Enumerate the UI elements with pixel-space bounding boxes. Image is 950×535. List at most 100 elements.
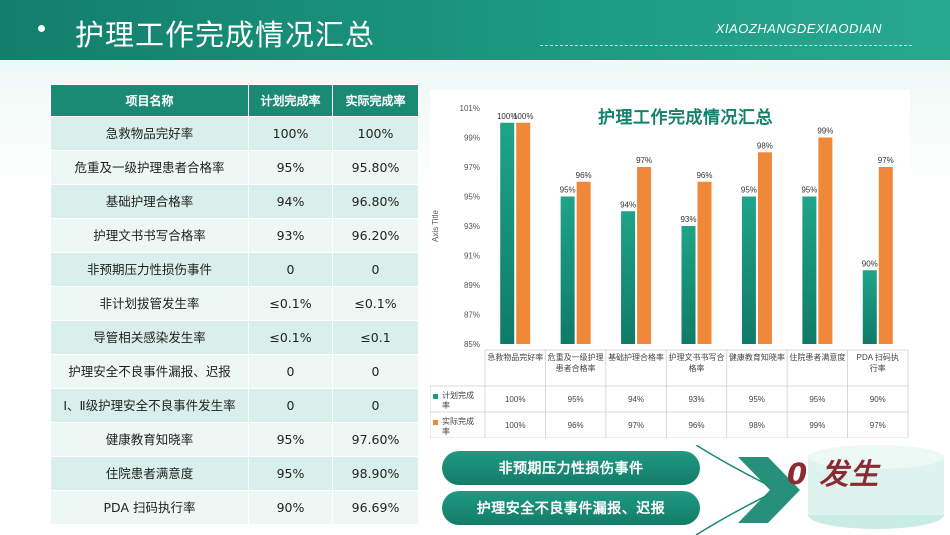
- table-value: 98%: [749, 421, 765, 430]
- cell-actual-rate: ≤0.1: [332, 320, 419, 355]
- x-category-label: 护理文书书写合: [669, 352, 725, 362]
- table-row: 住院患者满意度 95% 98.90%: [50, 456, 419, 491]
- table-value: 94%: [628, 395, 644, 404]
- cell-planned-rate: 0: [248, 354, 333, 389]
- legend-label: 率: [442, 426, 450, 436]
- data-label: 98%: [757, 141, 773, 150]
- table-row: 危重及一级护理患者合格率 95% 95.80%: [50, 150, 419, 185]
- bar-actual: [818, 137, 833, 344]
- cell-actual-rate: ≤0.1%: [332, 286, 419, 321]
- table-row: 健康教育知晓率 95% 97.60%: [50, 422, 419, 457]
- bar-actual: [757, 152, 772, 344]
- bar-planned: [862, 270, 877, 344]
- table-row: 导管相关感染发生率 ≤0.1% ≤0.1: [50, 320, 419, 355]
- x-category-label: 行率: [870, 363, 886, 373]
- cell-actual-rate: 95.80%: [332, 150, 419, 185]
- legend-label: 计划完成: [442, 390, 474, 400]
- bar-actual: [697, 181, 712, 344]
- table-value: 96%: [688, 421, 704, 430]
- cell-planned-rate: 90%: [248, 490, 333, 525]
- data-label: 100%: [513, 112, 533, 121]
- cell-planned-rate: ≤0.1%: [248, 320, 333, 355]
- page-title: 护理工作完成情况汇总: [75, 18, 376, 52]
- y-tick-label: 91%: [464, 252, 480, 261]
- callout-adverse-event-reporting: 护理安全不良事件漏报、迟报: [442, 491, 700, 525]
- cell-item-name: 基础护理合格率: [50, 184, 249, 219]
- x-category-label: 危重及一级护理: [548, 352, 604, 362]
- cell-actual-rate: 100%: [332, 116, 419, 151]
- data-label: 94%: [620, 200, 636, 209]
- brand-text: XIAOZHANGDEXIAODIAN: [715, 21, 882, 36]
- legend-label: 实际完成: [442, 416, 474, 426]
- brand-divider: [540, 45, 912, 46]
- y-axis-title: Axis Title: [431, 209, 440, 242]
- cell-actual-rate: 96.20%: [332, 218, 419, 253]
- cell-actual-rate: 0: [332, 252, 419, 287]
- bar-planned: [621, 211, 636, 344]
- cell-item-name: 急救物品完好率: [50, 116, 249, 151]
- chart-title: 护理工作完成情况汇总: [598, 108, 773, 128]
- table-row: PDA 扫码执行率 90% 96.69%: [50, 490, 419, 525]
- cell-item-name: Ⅰ、Ⅱ级护理安全不良事件发生率: [50, 388, 249, 423]
- bar-planned: [560, 196, 575, 344]
- cell-planned-rate: 100%: [248, 116, 333, 151]
- chart-area: 护理工作完成情况汇总 85% 87% 89% 91% 93% 95% 97% 99% 101% A…: [430, 90, 910, 438]
- table-value: 100%: [505, 421, 525, 430]
- table-value: 95%: [809, 395, 825, 404]
- table-row: 非预期压力性损伤事件 0 0: [50, 252, 419, 287]
- y-tick-label: 93%: [464, 222, 480, 231]
- y-tick-label: 85%: [464, 340, 480, 349]
- bar-chart: 85% 87% 89% 91% 93% 95% 97% 99% 101% Axis Title 10…: [430, 104, 909, 438]
- data-label: 100%: [497, 112, 517, 121]
- table-row: 基础护理合格率 94% 96.80%: [50, 184, 419, 219]
- cell-item-name: 健康教育知晓率: [50, 422, 249, 457]
- arrow-trail-lower: [695, 494, 769, 535]
- arrow-icon: [738, 457, 800, 523]
- data-label: 97%: [878, 156, 894, 165]
- cell-item-name: 住院患者满意度: [50, 456, 249, 491]
- cell-item-name: 护理文书书写合格率: [50, 218, 249, 253]
- cell-planned-rate: 0: [248, 388, 333, 423]
- bar-planned: [500, 122, 515, 344]
- legend-label: 率: [442, 400, 450, 410]
- bar-planned: [681, 226, 696, 344]
- bar-actual: [878, 167, 893, 344]
- cell-item-name: 护理安全不良事件漏报、迟报: [50, 354, 249, 389]
- table-row: 急救物品完好率 100% 100%: [50, 116, 419, 151]
- cell-item-name: 非计划拔管发生率: [50, 286, 249, 321]
- bar-actual: [576, 181, 591, 344]
- cell-actual-rate: 0: [332, 388, 419, 423]
- cell-planned-rate: 93%: [248, 218, 333, 253]
- cell-planned-rate: ≤0.1%: [248, 286, 333, 321]
- x-category-label: 患者合格率: [556, 363, 596, 373]
- bullet-dot: [38, 25, 45, 32]
- table-value: 100%: [505, 395, 525, 404]
- bar-planned: [741, 196, 756, 344]
- data-label: 90%: [862, 259, 878, 268]
- data-label: 93%: [680, 215, 696, 224]
- table-value: 99%: [809, 421, 825, 430]
- cell-actual-rate: 96.80%: [332, 184, 419, 219]
- y-tick-label: 101%: [460, 104, 480, 113]
- data-label: 95%: [741, 186, 757, 195]
- data-label: 96%: [576, 171, 592, 180]
- cell-item-name: PDA 扫码执行率: [50, 490, 249, 525]
- cell-planned-rate: 0: [248, 252, 333, 287]
- summary-table-container: 项目名称 计划完成率 实际完成率 急救物品完好率 100% 100% 危重及一级护理患…: [50, 84, 419, 525]
- table-value: 97%: [870, 421, 886, 430]
- y-tick-label: 87%: [464, 311, 480, 320]
- data-label: 95%: [560, 186, 576, 195]
- result-top-ellipse: [808, 445, 944, 469]
- data-label: 96%: [696, 171, 712, 180]
- table-row: Ⅰ、Ⅱ级护理安全不良事件发生率 0 0: [50, 388, 419, 423]
- table-row: 非计划拔管发生率 ≤0.1% ≤0.1%: [50, 286, 419, 321]
- cell-actual-rate: 97.60%: [332, 422, 419, 457]
- table-row: 护理安全不良事件漏报、迟报 0 0: [50, 354, 419, 389]
- bar-actual: [637, 167, 652, 344]
- table-row: 护理文书书写合格率 93% 96.20%: [50, 218, 419, 253]
- bar-actual: [516, 122, 531, 344]
- cell-planned-rate: 95%: [248, 150, 333, 185]
- x-category-label: 急救物品完好率: [487, 352, 543, 362]
- cell-actual-rate: 98.90%: [332, 456, 419, 491]
- y-tick-label: 99%: [464, 134, 480, 143]
